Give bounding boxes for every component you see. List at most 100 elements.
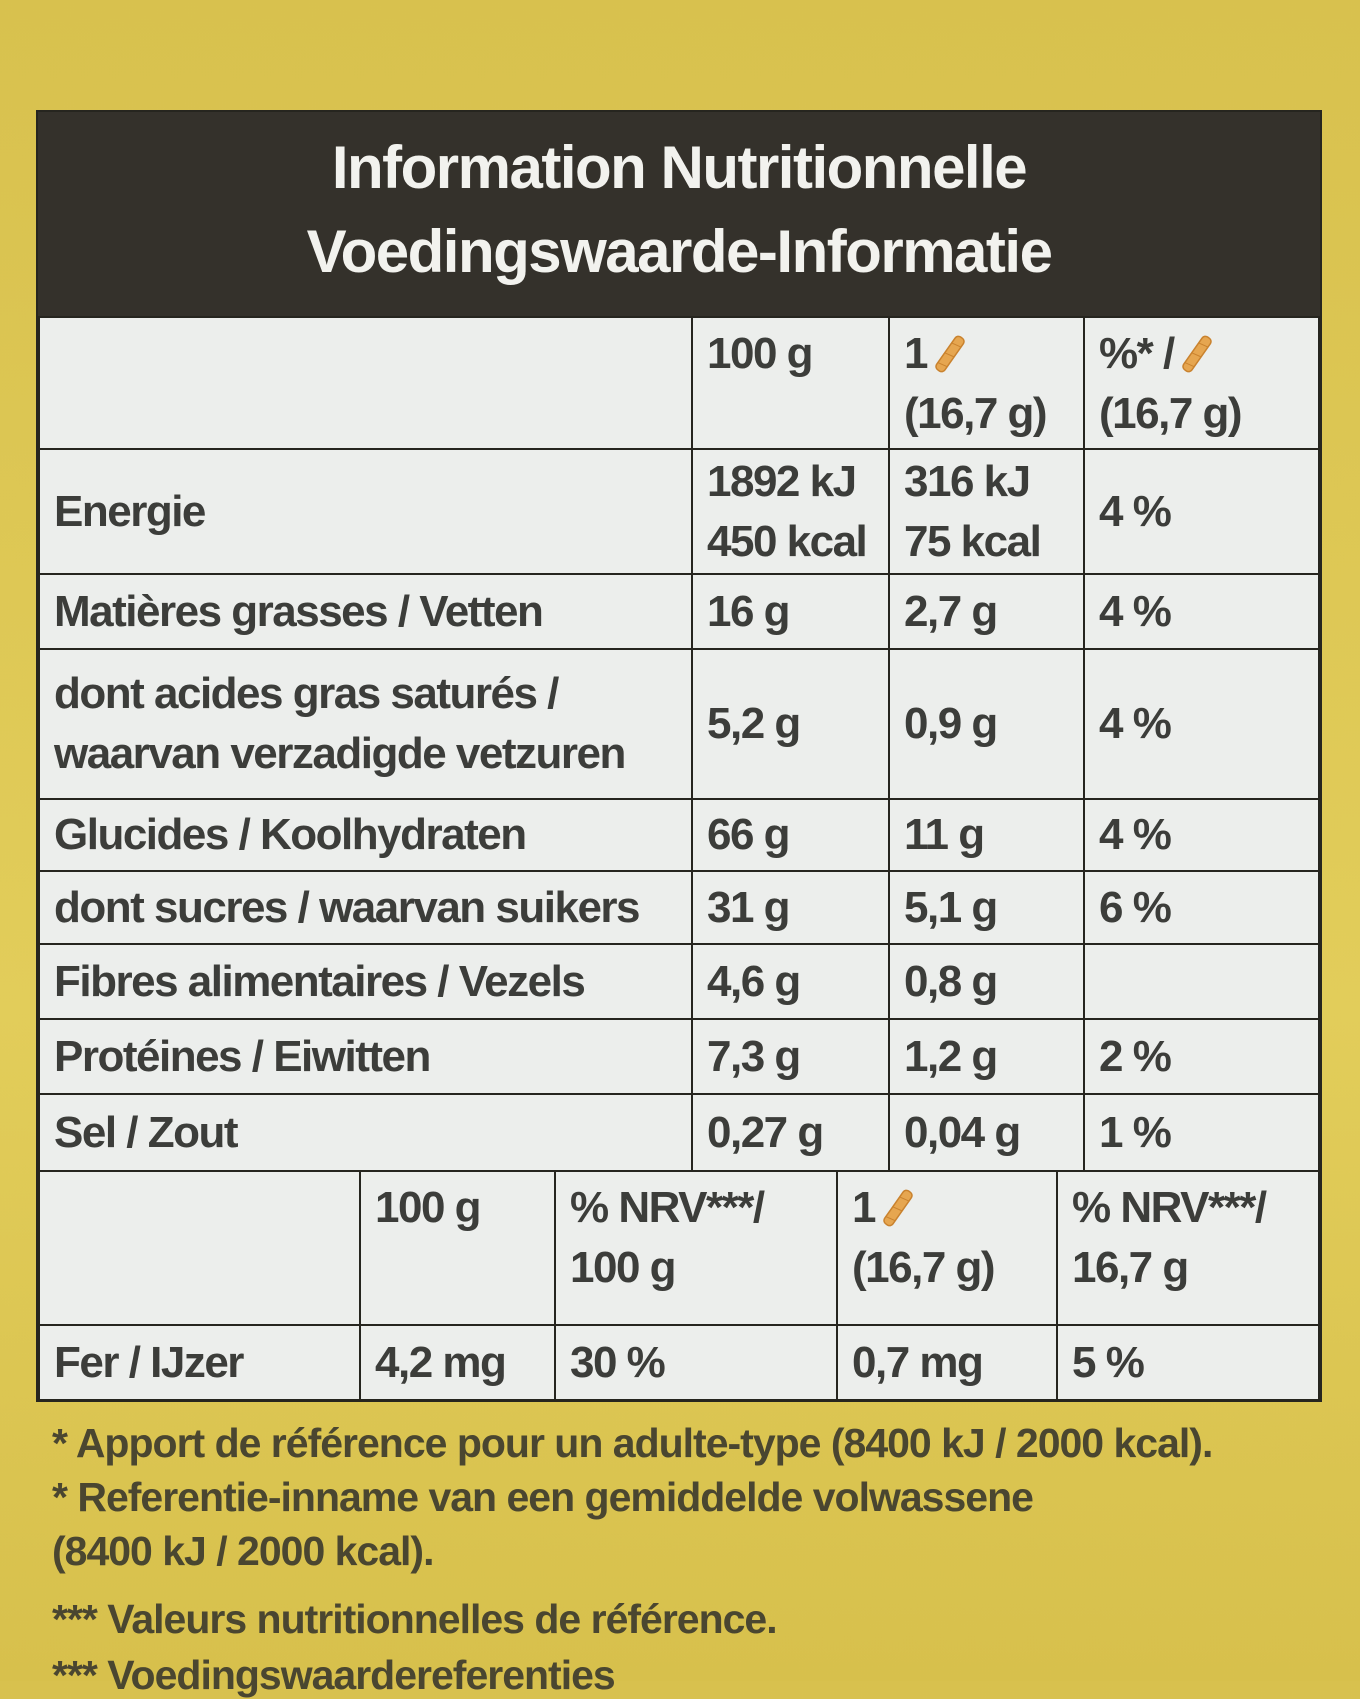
cell-line: dont sucres / waarvan suikers <box>54 878 677 938</box>
cell-line: 4 % <box>1099 482 1304 542</box>
cell-line: %* / <box>1099 324 1304 384</box>
cell-line: Fer / IJzer <box>54 1333 345 1393</box>
table-cell: 4 % <box>1083 573 1320 650</box>
footnote: *** Valeurs nutritionnelles de référence… <box>52 1596 778 1642</box>
cell-text: 6 % <box>1099 882 1172 932</box>
cell-line: 4 % <box>1099 805 1304 865</box>
cell-text: 5,1 g <box>904 882 998 932</box>
cell-text: 31 g <box>707 882 791 932</box>
table-cell: 2 % <box>1083 1018 1320 1095</box>
cell-line: 5 % <box>1072 1333 1304 1393</box>
cell-line: 100 g <box>375 1178 540 1238</box>
cell-text: 100 g <box>707 329 814 378</box>
footnote: *** Voedingswaardereferenties <box>52 1652 616 1698</box>
cell-line: 1 <box>904 324 1069 384</box>
cell-line: Sel / Zout <box>54 1103 677 1163</box>
cell-text: % NRV***/ <box>1072 1183 1267 1232</box>
title-nl: Voedingswaarde-Informatie <box>306 218 1053 285</box>
cell-line: 5,1 g <box>904 878 1069 938</box>
table-cell <box>38 316 693 450</box>
cell-text: 75 kcal <box>904 516 1042 566</box>
header: Information Nutritionnelle Voedingswaard… <box>38 112 1320 316</box>
cell-text: waarvan verzadigde vetzuren <box>54 729 626 778</box>
cell-line: 31 g <box>707 878 874 938</box>
cell-line: (16,7 g) <box>852 1238 1042 1298</box>
cell-text: 16 g <box>707 586 791 636</box>
cell-text: Protéines / Eiwitten <box>54 1031 431 1081</box>
cell-line: 4,2 mg <box>375 1333 540 1393</box>
cell-line: 0,7 mg <box>852 1333 1042 1393</box>
cell-text: 4 % <box>1099 810 1172 859</box>
footnote: (8400 kJ / 2000 kcal). <box>52 1528 434 1574</box>
cell-text: dont acides gras saturés / <box>54 669 559 718</box>
table-cell: 5,1 g <box>888 870 1085 945</box>
table-cell: Protéines / Eiwitten <box>38 1018 693 1095</box>
cell-text: 0,7 mg <box>852 1337 984 1387</box>
cell-line: 66 g <box>707 805 874 865</box>
cell-text: 0,27 g <box>707 1107 824 1157</box>
cell-text: 7,3 g <box>707 1031 801 1081</box>
cell-text: Fibres alimentaires / Vezels <box>54 956 586 1006</box>
table-cell: 31 g <box>691 870 890 945</box>
cell-text: 2,7 g <box>904 586 998 636</box>
cell-text: 30 % <box>570 1337 666 1387</box>
cell-line: 1,2 g <box>904 1027 1069 1087</box>
cell-text: 5,2 g <box>707 699 801 748</box>
cell-line: Glucides / Koolhydraten <box>54 805 677 865</box>
cell-text: 4 % <box>1099 699 1172 748</box>
cell-text: 66 g <box>707 810 791 859</box>
table-cell: 5,2 g <box>691 648 890 800</box>
cell-text: 16,7 g <box>1072 1243 1189 1292</box>
table-cell: 30 % <box>554 1324 838 1401</box>
cell-line: 1892 kJ <box>707 452 874 512</box>
cell-line: 2,7 g <box>904 582 1069 642</box>
table-cell: 316 kJ 75 kcal <box>888 448 1085 575</box>
cell-text: %* / <box>1099 329 1175 378</box>
cell-line: % NRV***/ <box>570 1178 822 1238</box>
table-cell: Glucides / Koolhydraten <box>38 798 693 872</box>
cell-line: Protéines / Eiwitten <box>54 1027 677 1087</box>
table-cell: %* / (16,7 g) <box>1083 316 1320 450</box>
table-cell: 16 g <box>691 573 890 650</box>
table-cell: Fibres alimentaires / Vezels <box>38 943 693 1020</box>
cell-text: 100 g <box>375 1183 482 1232</box>
table-cell: 5 % <box>1056 1324 1320 1401</box>
cell-text: 450 kcal <box>707 516 868 566</box>
cell-text: % NRV***/ <box>570 1183 765 1232</box>
table-cell: 4 % <box>1083 448 1320 575</box>
cell-line: Matières grasses / Vetten <box>54 582 677 642</box>
table-cell: Energie <box>38 448 693 575</box>
cell-text: 2 % <box>1099 1031 1172 1081</box>
table-cell: 0,8 g <box>888 943 1085 1020</box>
cell-text: 316 kJ <box>904 456 1031 506</box>
cell-line: 316 kJ <box>904 452 1069 512</box>
cell-line: 11 g <box>904 805 1069 865</box>
table-cell <box>1083 943 1320 1020</box>
cell-line: 100 g <box>707 324 874 384</box>
table-cell: 0,9 g <box>888 648 1085 800</box>
table-cell <box>38 1170 361 1326</box>
table-cell: 4 % <box>1083 798 1320 872</box>
footnote: * Apport de référence pour un adulte-typ… <box>52 1420 1213 1466</box>
table-cell: % NRV***/ 16,7 g <box>1056 1170 1320 1326</box>
cell-line: 4,6 g <box>707 952 874 1012</box>
cell-line: (16,7 g) <box>1099 384 1304 444</box>
cell-line: Fibres alimentaires / Vezels <box>54 952 677 1012</box>
table-cell: Matières grasses / Vetten <box>38 573 693 650</box>
wafer-icon <box>935 335 965 373</box>
table-cell: 0,04 g <box>888 1093 1085 1172</box>
cell-text: (16,7 g) <box>904 389 1048 438</box>
table-cell: 2,7 g <box>888 573 1085 650</box>
cell-line: Energie <box>54 482 677 542</box>
cell-line: 16 g <box>707 582 874 642</box>
cell-text: 1 <box>904 329 928 378</box>
cell-line: 0,9 g <box>904 694 1069 754</box>
cell-line: 30 % <box>570 1333 822 1393</box>
cell-line: 1 <box>852 1178 1042 1238</box>
cell-text: Energie <box>54 486 206 536</box>
cell-text: 4,2 mg <box>375 1337 507 1387</box>
table-cell: 0,27 g <box>691 1093 890 1172</box>
cell-text: 100 g <box>570 1243 677 1292</box>
cell-text: dont sucres / waarvan suikers <box>54 882 641 932</box>
cell-text: 0,04 g <box>904 1107 1021 1157</box>
